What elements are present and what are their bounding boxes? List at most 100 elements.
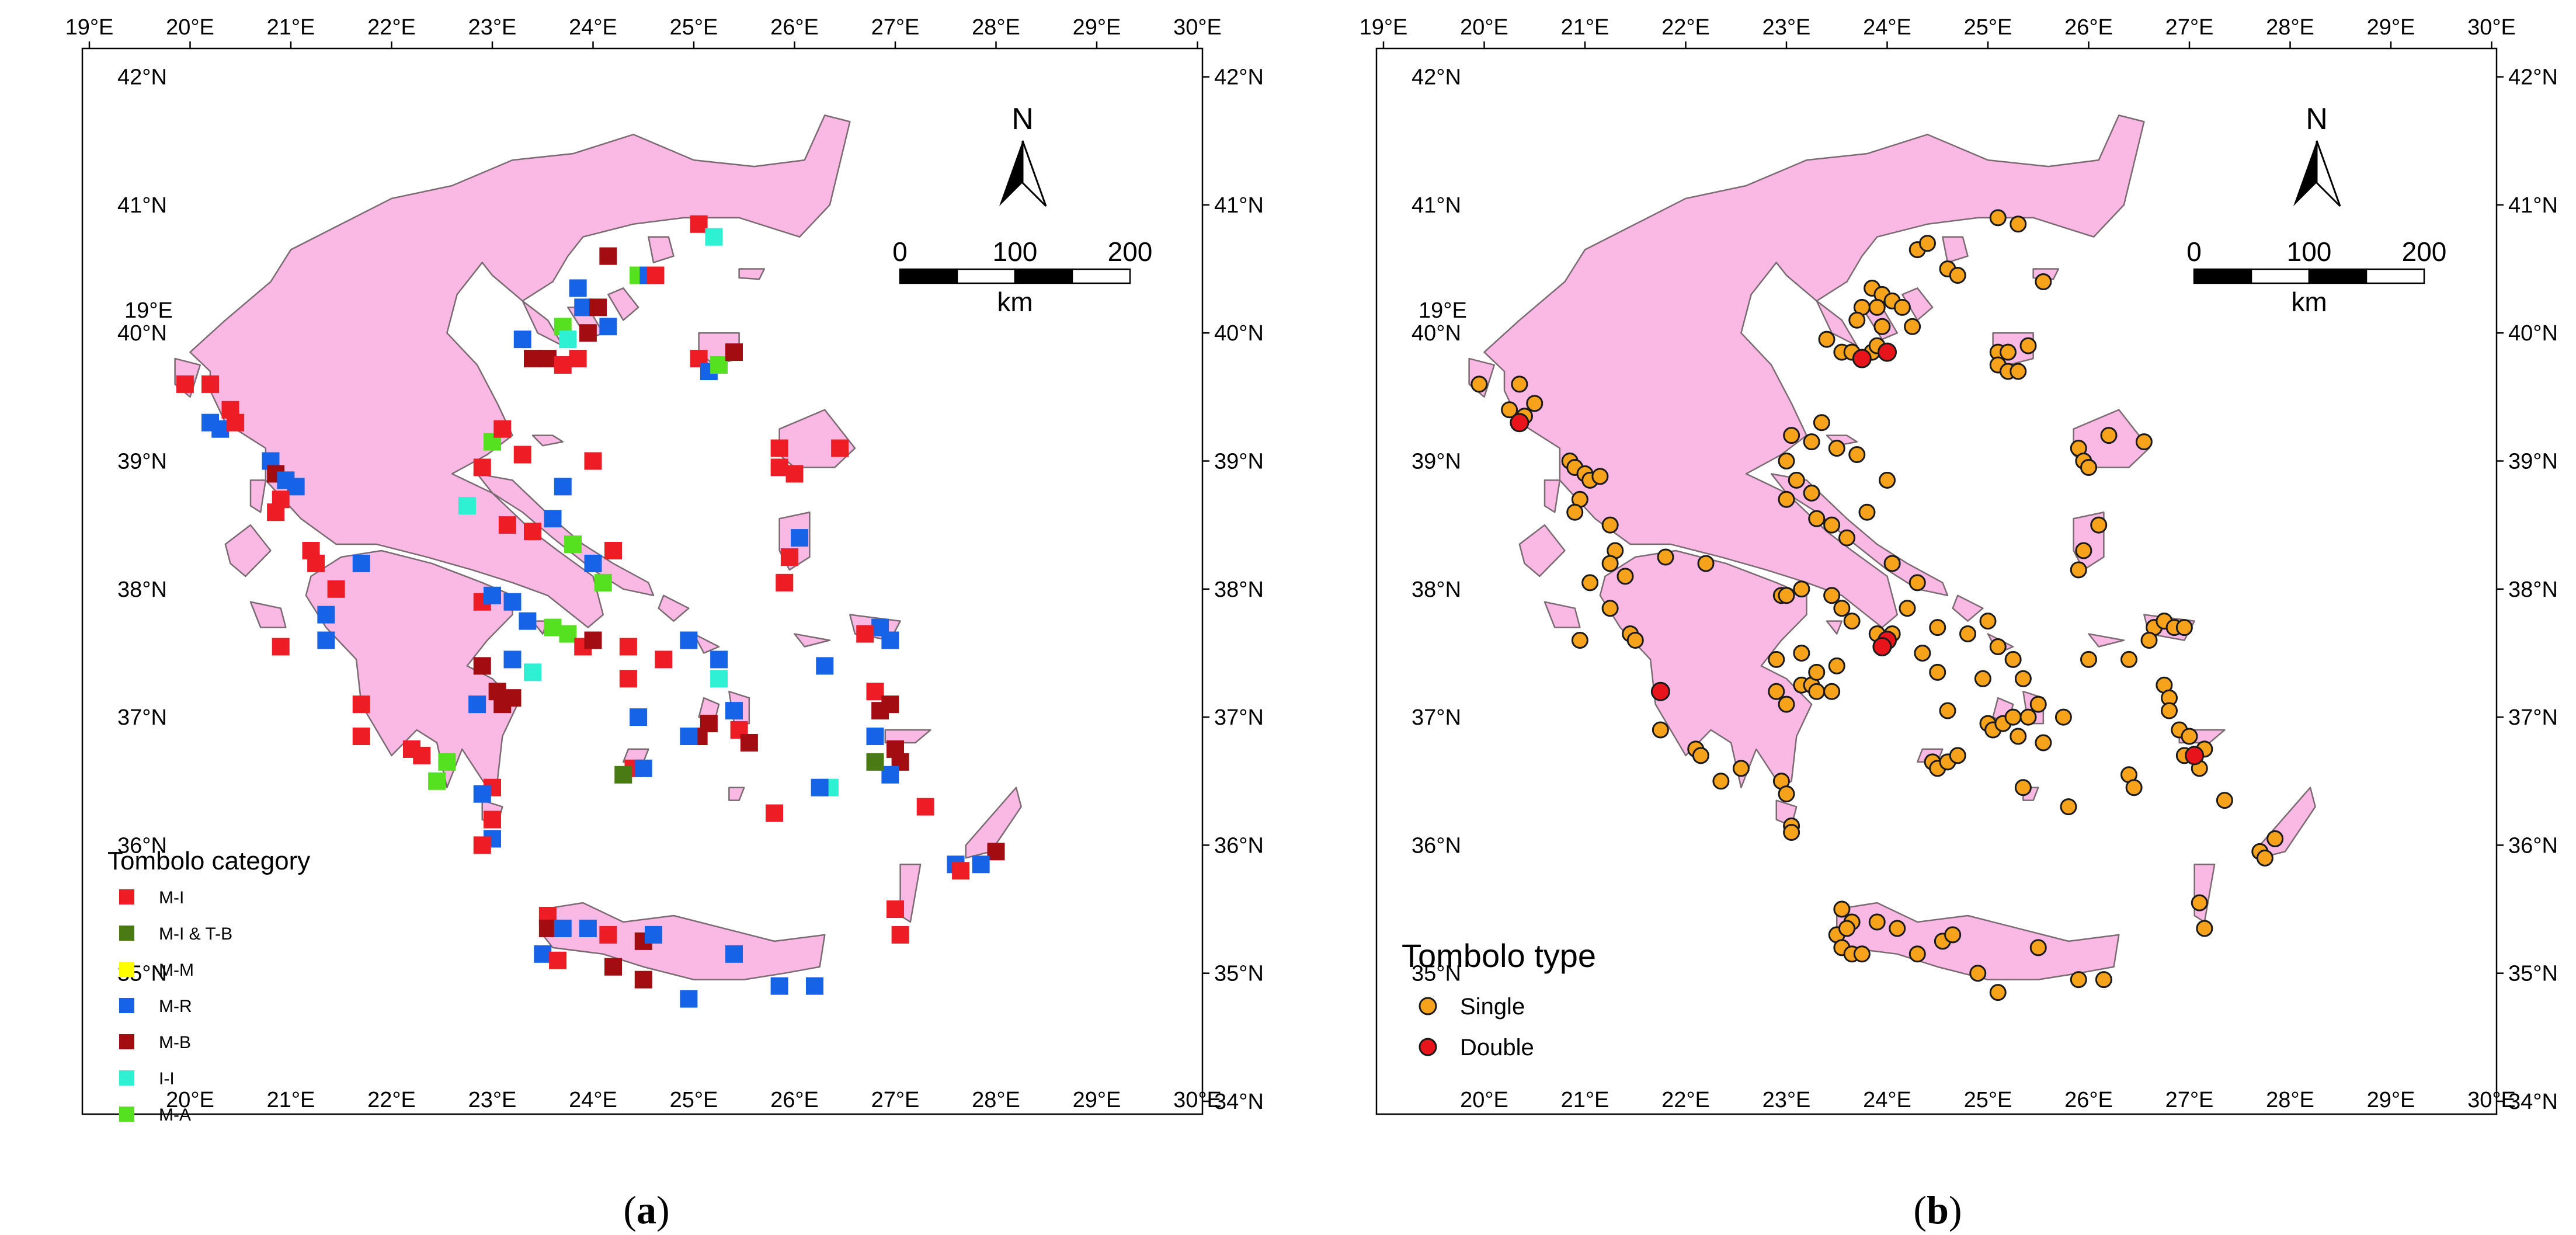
tombolo-marker-single[interactable] — [1833, 900, 1851, 918]
tombolo-marker-m-r[interactable] — [972, 855, 990, 874]
tombolo-marker-m-i[interactable] — [569, 350, 587, 368]
tombolo-marker-single[interactable] — [1808, 683, 1826, 700]
tombolo-marker-m-i[interactable] — [776, 573, 794, 592]
tombolo-marker-m-r[interactable] — [816, 657, 834, 675]
tombolo-marker-single[interactable] — [1989, 209, 2007, 227]
tombolo-marker-single[interactable] — [1893, 298, 1911, 316]
tombolo-marker-m-b[interactable] — [538, 919, 557, 937]
tombolo-marker-single[interactable] — [2010, 215, 2027, 233]
tombolo-marker-single[interactable] — [1929, 619, 1946, 636]
tombolo-marker-m-i[interactable] — [327, 580, 345, 598]
tombolo-marker-single[interactable] — [1768, 650, 1785, 668]
tombolo-marker-single[interactable] — [1732, 760, 1750, 777]
tombolo-marker-single[interactable] — [1868, 913, 1886, 931]
tombolo-marker-m-i[interactable] — [831, 439, 849, 457]
tombolo-marker-m-b[interactable] — [584, 631, 602, 649]
tombolo-marker-m-r[interactable] — [503, 650, 522, 669]
tombolo-marker-i-i[interactable] — [710, 670, 728, 688]
tombolo-marker-single[interactable] — [1858, 503, 1876, 521]
tombolo-marker-single[interactable] — [1848, 311, 1866, 329]
tombolo-marker-single[interactable] — [1616, 568, 1634, 585]
tombolo-marker-m-i[interactable] — [554, 356, 572, 374]
tombolo-marker-single[interactable] — [2054, 708, 2072, 726]
tombolo-marker-m-i[interactable] — [584, 452, 602, 470]
tombolo-marker-m-r[interactable] — [881, 631, 899, 649]
tombolo-marker-single[interactable] — [1793, 644, 1810, 662]
tombolo-marker-single[interactable] — [1879, 471, 1896, 489]
tombolo-marker-m-i[interactable] — [690, 215, 708, 233]
tombolo-marker-single[interactable] — [1778, 785, 1795, 803]
tombolo-marker-single[interactable] — [2095, 971, 2112, 989]
tombolo-marker-m-i[interactable] — [201, 375, 219, 393]
tombolo-marker-m-r[interactable] — [725, 702, 743, 720]
tombolo-marker-m-r[interactable] — [866, 727, 884, 745]
tombolo-marker-single[interactable] — [1803, 433, 1820, 451]
tombolo-marker-single[interactable] — [1581, 574, 1599, 592]
tombolo-marker-m-r[interactable] — [468, 695, 486, 714]
tombolo-marker-single[interactable] — [1974, 670, 1991, 687]
tombolo-marker-single[interactable] — [2004, 650, 2022, 668]
tombolo-marker-single[interactable] — [2035, 734, 2052, 752]
tombolo-marker-single[interactable] — [1944, 926, 1962, 944]
tombolo-marker-single[interactable] — [2120, 650, 2137, 668]
tombolo-marker-single[interactable] — [1883, 555, 1901, 572]
tombolo-marker-m-r[interactable] — [569, 279, 587, 297]
tombolo-marker-m-i[interactable] — [524, 523, 541, 541]
tombolo-marker-single[interactable] — [1828, 440, 1845, 457]
tombolo-marker-single[interactable] — [1989, 638, 2007, 655]
tombolo-marker-m-r[interactable] — [574, 298, 592, 316]
tombolo-marker-m-r[interactable] — [579, 919, 597, 937]
tombolo-marker-double[interactable] — [1852, 349, 1872, 368]
tombolo-marker-m-r[interactable] — [317, 631, 335, 649]
tombolo-marker-m-r[interactable] — [584, 554, 602, 572]
tombolo-marker-single[interactable] — [2191, 894, 2208, 912]
tombolo-marker-single[interactable] — [2029, 939, 2047, 956]
tombolo-marker-single[interactable] — [1899, 600, 1916, 617]
tombolo-marker-single[interactable] — [1571, 632, 1588, 649]
tombolo-marker-m-r[interactable] — [680, 631, 698, 649]
tombolo-marker-m-r[interactable] — [534, 945, 552, 963]
tombolo-marker-single[interactable] — [1697, 555, 1715, 572]
tombolo-marker-single[interactable] — [2014, 670, 2032, 687]
tombolo-marker-m-a[interactable] — [564, 535, 582, 554]
tombolo-marker-single[interactable] — [1783, 823, 1800, 841]
tombolo-marker-m-b[interactable] — [871, 702, 889, 720]
tombolo-marker-single[interactable] — [2010, 363, 2027, 380]
tombolo-marker-m-i[interactable] — [780, 548, 798, 566]
tombolo-marker-m-i[interactable] — [770, 458, 788, 476]
tombolo-marker-m-r[interactable] — [634, 759, 652, 777]
tombolo-marker-m-i[interactable] — [891, 926, 909, 944]
tombolo-marker-single[interactable] — [2140, 632, 2158, 649]
tombolo-marker-single[interactable] — [1904, 318, 1921, 335]
tombolo-marker-m-a[interactable] — [594, 573, 612, 592]
tombolo-marker-single[interactable] — [1959, 625, 1976, 643]
tombolo-marker-single[interactable] — [1601, 555, 1619, 572]
tombolo-marker-single[interactable] — [1808, 663, 1826, 681]
tombolo-marker-i-i[interactable] — [458, 497, 476, 515]
tombolo-marker-m-i[interactable] — [549, 951, 567, 969]
tombolo-marker-m-r[interactable] — [725, 945, 743, 963]
tombolo-marker-m-i[interactable] — [599, 926, 617, 944]
tombolo-marker-single[interactable] — [1808, 510, 1826, 527]
tombolo-marker-m-i[interactable] — [856, 625, 874, 643]
tombolo-marker-m-r[interactable] — [791, 529, 809, 547]
tombolo-marker-m-i[interactable] — [619, 638, 637, 656]
tombolo-marker-m-i[interactable] — [655, 650, 673, 669]
tombolo-marker-double[interactable] — [1510, 413, 1529, 433]
tombolo-marker-m-r[interactable] — [680, 990, 698, 1008]
tombolo-marker-m-a[interactable] — [710, 356, 728, 374]
tombolo-marker-single[interactable] — [2125, 779, 2143, 796]
tombolo-marker-m-r[interactable] — [680, 727, 698, 745]
tombolo-marker-single[interactable] — [2075, 542, 2092, 559]
tombolo-marker-single[interactable] — [2019, 708, 2037, 726]
tombolo-marker-single[interactable] — [1889, 920, 1906, 937]
tombolo-marker-m-a[interactable] — [544, 618, 562, 636]
tombolo-marker-single[interactable] — [1838, 920, 1855, 937]
tombolo-marker-m-r[interactable] — [503, 593, 522, 611]
tombolo-marker-i-i[interactable] — [705, 228, 723, 246]
tombolo-marker-m-r[interactable] — [710, 650, 728, 669]
tombolo-marker-m-b[interactable] — [740, 733, 758, 752]
tombolo-marker-m-b[interactable] — [725, 343, 743, 361]
tombolo-marker-single[interactable] — [1823, 683, 1841, 700]
tombolo-marker-m-r[interactable] — [770, 977, 788, 995]
